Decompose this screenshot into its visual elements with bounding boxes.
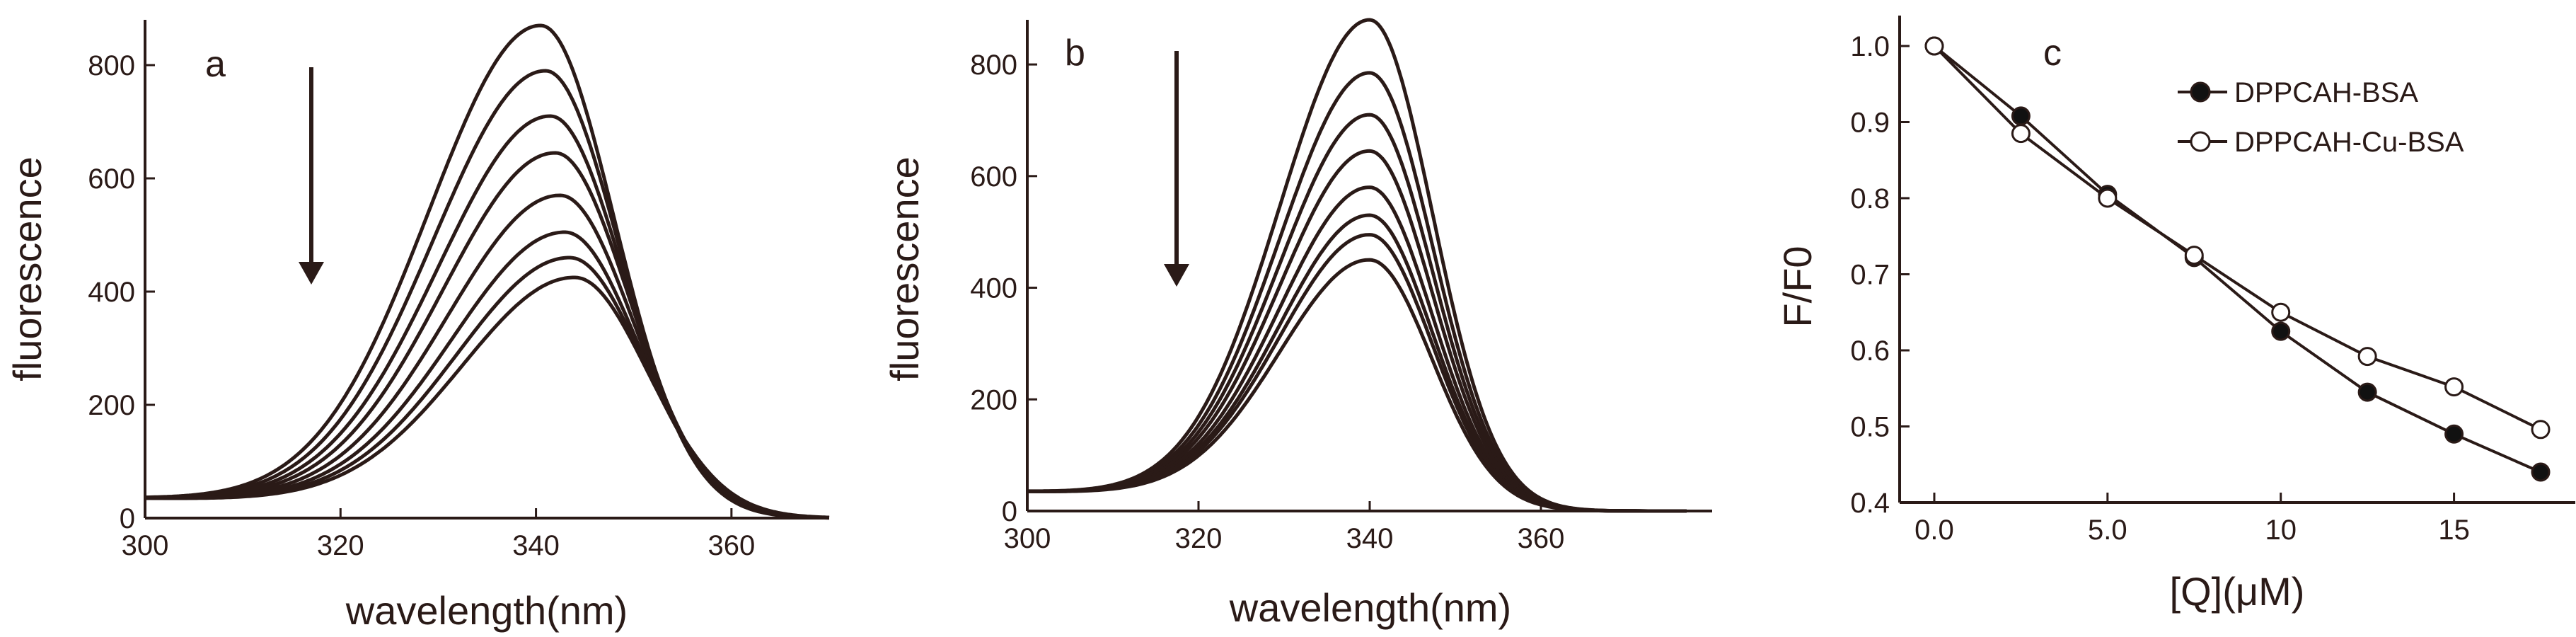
panel-b-y-tick-label: 200 [970,384,1017,415]
filled-data-point [2011,106,2031,126]
open-data-point [2184,246,2204,265]
panel-b-y-tick-label: 400 [970,273,1017,304]
panel-c-series [1924,36,2551,482]
spectrum-curve-1 [145,23,829,520]
panel-a-x-ticks: 300 320 340 360 [122,508,755,561]
panel-c-y-label: F/F0 [1775,246,1820,327]
spectrum-curve-5 [145,193,830,520]
panel-b-arrow-head [1164,264,1189,287]
panel-b-x-tick-label: 340 [1346,523,1394,554]
spectrum-curve-2 [145,69,830,520]
spectrum-curve-6 [1027,213,1687,513]
panel-c-y-tick-label: 1.0 [1850,31,1890,62]
panel-c-x-tick-label: 5.0 [2088,515,2127,546]
panel-c-legend: DPPCAH-BSA DPPCAH-Cu-BSA [2178,77,2464,158]
panel-c-y-tick-label: 0.4 [1850,488,1890,519]
panel-a-letter: a [205,44,226,85]
panel-b-letter: b [1065,33,1085,74]
panel-a-arrow-head [299,262,324,285]
legend-marker-2 [2190,131,2211,152]
panel-a-y-label: fluorescence [5,156,50,381]
spectrum-curve-2 [1027,71,1687,513]
panel-b-y-ticks: 0 200 400 600 800 [970,50,1037,527]
panel-a-x-tick-label: 360 [707,530,755,561]
legend-label-1: DPPCAH-BSA [2234,77,2418,108]
panel-a-x-tick-label: 340 [512,530,560,561]
legend-marker-1 [2190,81,2211,103]
panel-b-x-label: wavelength(nm) [1229,585,1511,630]
panel-b-x-tick-label: 300 [1004,523,1051,554]
spectrum-curve-7 [1027,233,1687,513]
panel-a-y-ticks: 0 200 400 600 800 [88,50,155,534]
panel-c-x-tick-label: 10 [2265,515,2297,546]
filled-data-point [2444,424,2464,444]
open-data-point [2531,420,2551,440]
panel-a-y-tick-label: 400 [88,277,135,308]
open-data-point [2271,302,2291,322]
panel-b: 0 200 400 600 800 300 320 340 360 b wavelength(… [882,18,1712,630]
panel-a-x-label: wavelength(nm) [345,588,628,633]
filled-data-point [2271,321,2291,341]
spectrum-curve-1 [1027,18,1687,513]
spectrum-curve-8 [145,275,830,520]
panel-b-x-tick-label: 360 [1518,523,1565,554]
panel-b-x-ticks: 300 320 340 360 [1004,501,1565,554]
open-data-point [2444,377,2464,397]
open-data-point [2098,188,2118,208]
open-data-point [1924,36,1944,56]
panel-a-y-tick-label: 600 [88,163,135,195]
panel-b-y-tick-label: 0 [1002,496,1017,527]
spectrum-curve-6 [144,230,830,520]
spectrum-curve-4 [1027,149,1687,513]
panel-c-x-tick-label: 0.0 [1914,515,1954,546]
panel-c-y-tick-label: 0.5 [1850,412,1890,443]
panel-a-x-tick-label: 300 [122,530,169,561]
panel-c: 0.4 0.5 0.6 0.7 0.8 0.9 1.0 0.0 5.0 10 15 c DPPCA… [1775,16,2575,614]
open-data-point [2357,347,2377,367]
filled-data-point [2357,382,2377,402]
panel-a-y-tick-label: 0 [120,503,135,534]
spectrum-curve-8 [1027,258,1687,513]
panel-a: 0 200 400 600 800 300 320 340 360 a wavelength(… [5,20,830,633]
panel-c-y-tick-label: 0.9 [1850,108,1890,139]
panel-b-x-tick-label: 320 [1175,523,1223,554]
open-data-point [2011,124,2031,144]
panel-a-y-tick-label: 200 [88,390,135,421]
panel-b-curves [1027,18,1687,513]
panel-b-y-tick-label: 800 [970,50,1017,81]
panel-a-x-tick-label: 320 [317,530,364,561]
panel-a-y-tick-label: 800 [88,50,135,81]
panel-a-curves [144,23,830,520]
panel-c-x-tick-label: 15 [2438,515,2470,546]
series-line-2 [1933,45,2541,431]
legend-label-2: DPPCAH-Cu-BSA [2234,127,2464,158]
panel-c-y-tick-label: 0.8 [1850,183,1890,214]
panel-c-y-tick-label: 0.7 [1850,260,1890,291]
panel-c-y-tick-label: 0.6 [1850,335,1890,367]
filled-data-point [2531,462,2551,482]
panel-b-y-label: fluorescence [882,156,927,381]
panel-c-x-ticks: 0.0 5.0 10 15 [1914,493,2470,546]
spectrum-curve-3 [1027,113,1687,513]
panel-c-letter: c [2043,33,2062,74]
panel-b-y-tick-label: 600 [970,161,1017,193]
series-line-1 [1933,45,2541,474]
panel-c-x-label: [Q](μM) [2170,569,2305,614]
panel-c-y-ticks: 0.4 0.5 0.6 0.7 0.8 0.9 1.0 [1850,31,1910,519]
spectrum-curve-7 [144,256,830,520]
